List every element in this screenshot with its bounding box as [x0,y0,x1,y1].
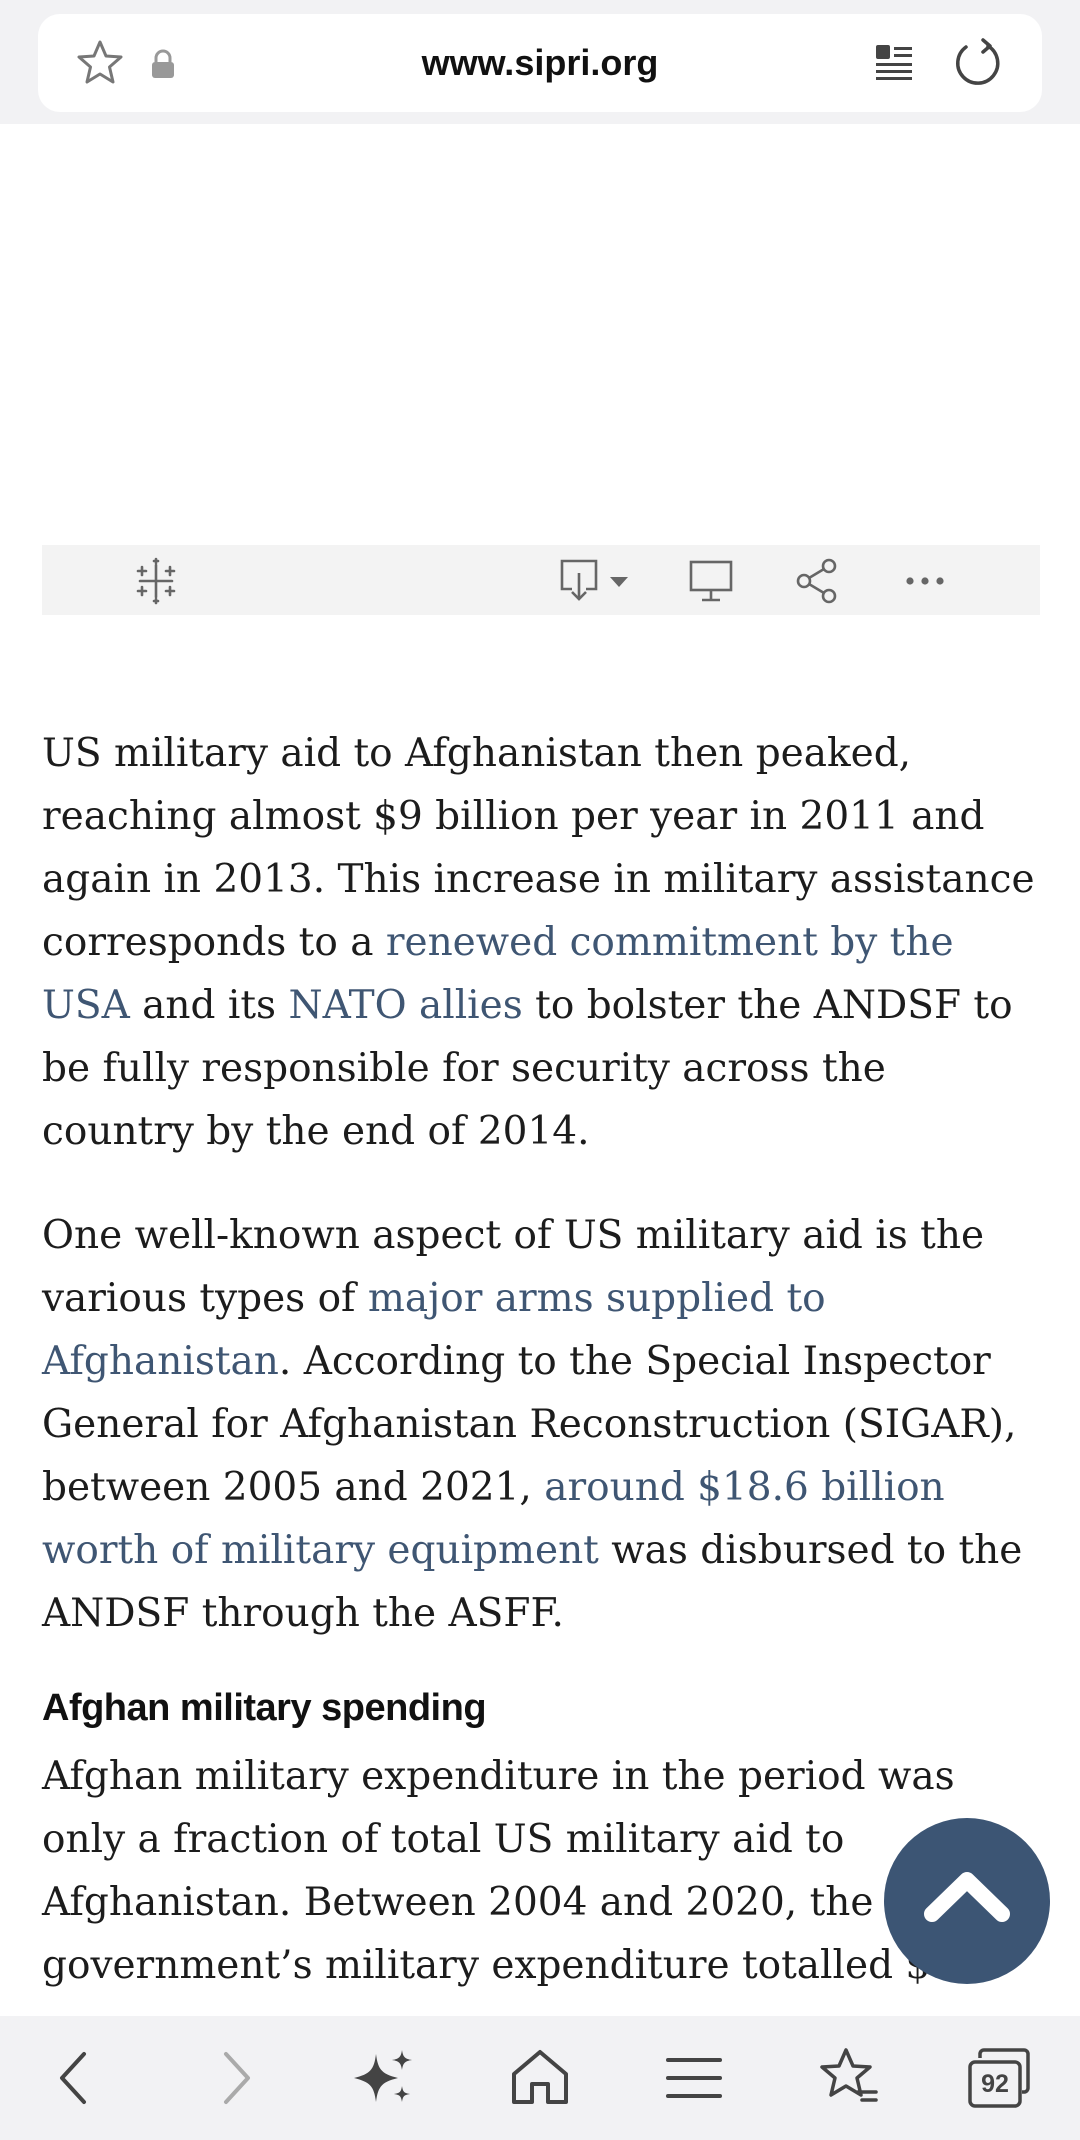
forward-arrow-icon[interactable] [196,2040,272,2116]
chevron-up-icon [924,1872,1010,1922]
back-arrow-icon[interactable] [38,2040,114,2116]
browser-top-bar: www.sipri.org [0,0,1080,124]
bookmarks-icon[interactable] [810,2040,886,2116]
browser-bottom-bar: 92 [0,2016,1080,2140]
paragraph-text: to bolster the ANDSF to be fully respons… [42,983,1013,1154]
url-text[interactable]: www.sipri.org [421,42,659,83]
reader-mode-icon[interactable] [874,42,914,84]
tab-count: 92 [981,2070,1009,2098]
paragraph-text: US military aid to Afghanistan then peak… [42,731,1035,965]
reload-icon[interactable] [952,38,1002,88]
scroll-to-top-button[interactable] [884,1818,1050,1984]
home-icon[interactable] [502,2040,578,2116]
link-nato-allies[interactable]: NATO allies [288,983,523,1028]
download-icon[interactable] [556,557,632,605]
more-icon[interactable] [902,557,948,605]
embedded-viz-toolbar [42,545,1040,615]
present-fullscreen-icon[interactable] [688,557,734,605]
paragraph: US military aid to Afghanistan then peak… [42,722,1042,1163]
paragraph-text: Afghan military expenditure in the perio… [42,1754,1027,1988]
paragraph-text: was disbursed to the ANDSF through the A… [42,1528,1023,1636]
tabs-button[interactable]: 92 [962,2040,1038,2116]
link-renewed-commitment[interactable]: renewed commitment by the USA [42,920,954,1028]
paragraph-text: One well-known aspect of US military aid… [42,1213,985,1321]
menu-icon[interactable] [656,2040,732,2116]
share-icon[interactable] [794,557,840,605]
paragraph: One well-known aspect of US military aid… [42,1204,1042,1645]
lock-icon [152,49,174,78]
link-major-arms[interactable]: major arms supplied to Afghanistan [42,1276,826,1384]
paragraph-text: and its [129,983,289,1028]
tableau-logo-icon[interactable] [132,557,180,605]
tabs-icon [968,2048,1030,2108]
star-outline-icon[interactable] [74,38,126,88]
paragraph-text: . According to the Special Inspector Gen… [42,1339,1017,1510]
link-military-equipment[interactable]: around $18.6 billion worth of military e… [42,1465,945,1573]
paragraph: Afghan military expenditure in the perio… [42,1745,1042,1997]
ai-sparkle-icon[interactable] [346,2040,422,2116]
section-heading: Afghan military spending [42,1687,487,1729]
address-bar[interactable]: www.sipri.org [38,14,1042,112]
article-body: US military aid to Afghanistan then peak… [42,722,1042,1997]
